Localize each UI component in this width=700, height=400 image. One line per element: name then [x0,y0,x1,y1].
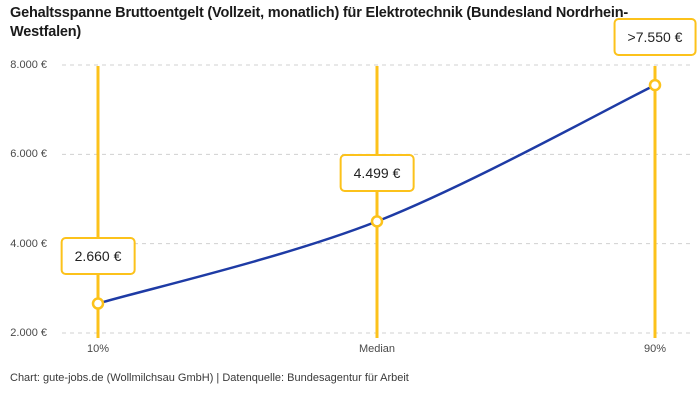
attribution: Chart: gute-jobs.de (Wollmilchsau GmbH) … [10,372,409,384]
chart-title: Gehaltsspanne Bruttoentgelt (Vollzeit, m… [10,5,628,41]
y-axis-tick-label: 8.000 € [10,59,47,71]
y-axis-tick-label: 6.000 € [10,148,47,161]
x-axis-tick-label-10pct: 10% [86,343,110,355]
value-label-text: 2.660 € [74,247,122,264]
y-axis-tick-label: 4.000 € [10,237,47,250]
value-label-text: 4.499 € [353,165,401,182]
value-label-box-median: 4.499 € [339,154,415,193]
value-label-box-10pct: 2.660 € [60,236,136,275]
x-axis-tick-label-90pct: 90% [643,343,667,355]
value-label-text: >7.550 € [627,29,683,46]
value-label-box-90pct: >7.550 € [613,18,697,57]
y-axis-tick-label: 2.000 € [10,327,47,339]
x-axis-tick-label-median: Median [358,343,396,355]
